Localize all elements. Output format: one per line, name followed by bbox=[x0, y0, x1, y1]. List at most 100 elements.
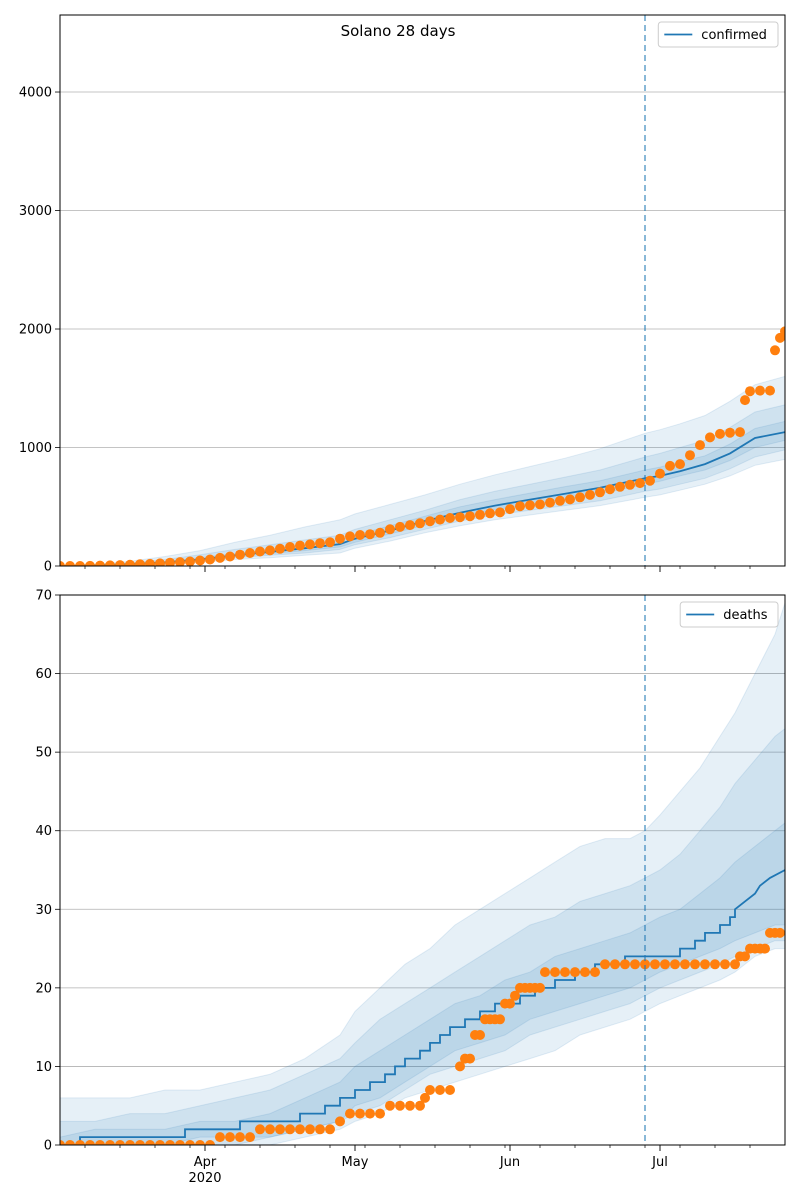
y-tick-label: 10 bbox=[35, 1060, 52, 1075]
observed-point bbox=[765, 385, 775, 396]
observed-point bbox=[655, 468, 665, 479]
observed-point bbox=[255, 546, 265, 557]
observed-point bbox=[780, 326, 785, 337]
observed-point bbox=[275, 543, 285, 554]
observed-point bbox=[540, 967, 550, 978]
observed-point bbox=[770, 345, 780, 356]
observed-point bbox=[745, 386, 755, 397]
observed-point bbox=[155, 558, 165, 566]
observed-point bbox=[60, 1140, 65, 1145]
observed-point bbox=[550, 967, 560, 978]
observed-point bbox=[740, 395, 750, 406]
y-tick-label: 3000 bbox=[19, 204, 52, 219]
observed-point bbox=[335, 1116, 345, 1127]
observed-point bbox=[355, 530, 365, 540]
observed-point bbox=[485, 508, 495, 519]
observed-point bbox=[285, 542, 295, 552]
observed-point bbox=[205, 1140, 215, 1145]
legend-box bbox=[679, 601, 779, 628]
observed-point bbox=[695, 440, 705, 451]
observed-point bbox=[635, 478, 645, 489]
observed-point bbox=[625, 479, 635, 490]
observed-point bbox=[375, 527, 385, 538]
observed-point bbox=[155, 1140, 165, 1145]
observed-point bbox=[505, 998, 515, 1009]
observed-point bbox=[65, 561, 75, 566]
observed-point bbox=[425, 516, 435, 527]
observed-point bbox=[345, 1108, 355, 1119]
observed-point bbox=[475, 509, 485, 520]
observed-point bbox=[515, 501, 525, 512]
axes-frame bbox=[59, 594, 786, 1146]
y-tick-label: 60 bbox=[35, 667, 52, 682]
plot-area bbox=[60, 602, 785, 1145]
observed-point bbox=[245, 1132, 255, 1143]
observed-point bbox=[105, 560, 115, 566]
observed-point bbox=[325, 537, 335, 548]
observed-point bbox=[235, 1132, 245, 1143]
observed-point bbox=[720, 959, 730, 970]
observed-point bbox=[115, 560, 125, 566]
observed-point bbox=[660, 959, 670, 970]
observed-point bbox=[125, 1140, 135, 1145]
observed-point bbox=[600, 959, 610, 970]
observed-point bbox=[345, 531, 355, 542]
uncertainty-band bbox=[60, 375, 785, 566]
observed-point bbox=[255, 1124, 265, 1135]
observed-point bbox=[675, 459, 685, 470]
observed-point bbox=[195, 1140, 205, 1145]
observed-point bbox=[405, 520, 415, 531]
observed-point bbox=[395, 1100, 405, 1111]
observed-point bbox=[185, 556, 195, 566]
observed-point bbox=[415, 1100, 425, 1111]
observed-point bbox=[725, 427, 735, 438]
observed-point bbox=[75, 561, 85, 566]
observed-point bbox=[85, 1140, 95, 1145]
observed-point bbox=[175, 1140, 185, 1145]
observed-point bbox=[665, 460, 675, 471]
observed-point bbox=[305, 1124, 315, 1135]
observed-point bbox=[365, 529, 375, 540]
observed-point bbox=[245, 548, 255, 558]
confirmed-panel: 0 1000 2000 3000 4000 confirmed bbox=[19, 14, 786, 575]
observed-point bbox=[640, 959, 650, 970]
x-tick-label: Apr bbox=[194, 1155, 217, 1170]
observed-point bbox=[165, 557, 175, 566]
observed-point bbox=[95, 1140, 105, 1145]
x-tick-label: May bbox=[342, 1155, 369, 1170]
observed-point bbox=[595, 487, 605, 498]
observed-point bbox=[375, 1108, 385, 1119]
observed-point bbox=[105, 1140, 115, 1145]
observed-point bbox=[650, 959, 660, 970]
observed-point bbox=[760, 943, 770, 954]
observed-point bbox=[195, 555, 205, 566]
observed-point bbox=[115, 1140, 125, 1145]
observed-point bbox=[295, 540, 305, 551]
observed-point bbox=[700, 959, 710, 970]
observed-point bbox=[705, 432, 715, 443]
observed-point bbox=[755, 385, 765, 396]
observed-point bbox=[145, 1140, 155, 1145]
observed-point bbox=[95, 560, 105, 566]
observed-point bbox=[730, 959, 740, 970]
observed-point bbox=[265, 545, 275, 556]
observed-point bbox=[435, 514, 445, 525]
observed-point bbox=[525, 500, 535, 511]
observed-point bbox=[475, 1030, 485, 1040]
observed-point bbox=[565, 494, 575, 505]
observed-point bbox=[315, 538, 325, 549]
legend-label: confirmed bbox=[701, 28, 767, 43]
observed-point bbox=[385, 1100, 395, 1111]
chart-title: Solano 28 days bbox=[341, 22, 456, 40]
observed-point bbox=[735, 427, 745, 438]
observed-point bbox=[185, 1140, 195, 1145]
observed-point bbox=[315, 1124, 325, 1135]
deaths-line bbox=[60, 869, 785, 1145]
observed-point bbox=[225, 551, 235, 562]
legend-label: deaths bbox=[723, 608, 768, 623]
observed-point bbox=[205, 554, 215, 565]
observed-point bbox=[325, 1124, 335, 1135]
observed-point bbox=[420, 1092, 430, 1103]
